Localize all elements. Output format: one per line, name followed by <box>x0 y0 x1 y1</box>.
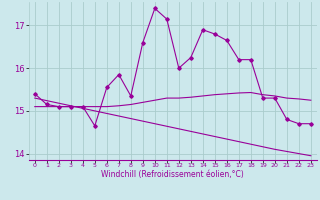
X-axis label: Windchill (Refroidissement éolien,°C): Windchill (Refroidissement éolien,°C) <box>101 170 244 179</box>
